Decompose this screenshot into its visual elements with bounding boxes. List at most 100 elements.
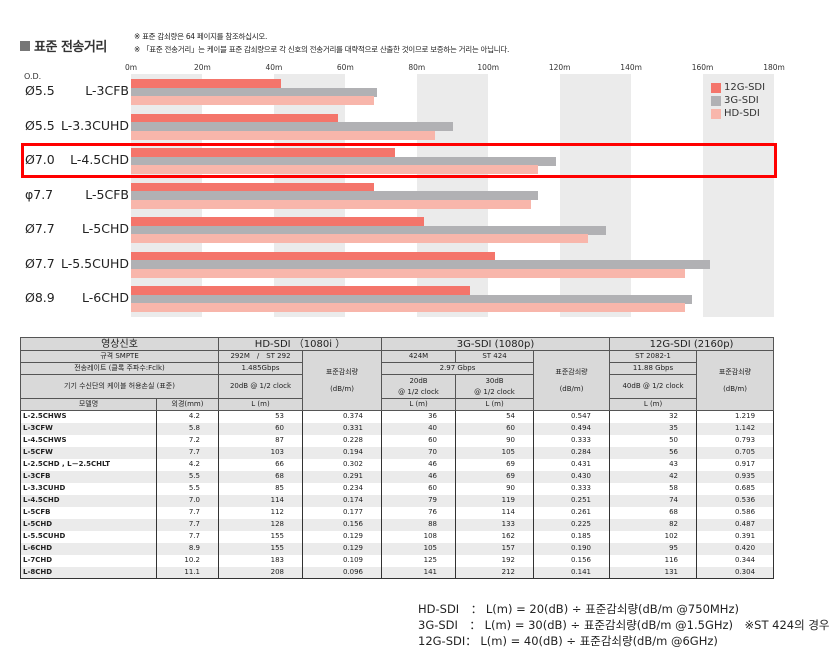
header-rate: 전송레이트 (클록 주파수:Fclk)	[20, 362, 219, 375]
value-cell: 0.156	[533, 554, 611, 567]
value-cell: 42	[609, 470, 698, 483]
cable-label: L-3CFB	[85, 83, 129, 98]
cable-label: L-4.5CHD	[70, 152, 129, 167]
value-cell: 0.333	[533, 434, 611, 447]
note-2: ※ 「표준 전송거리」는 케이블 표준 감쇠량으로 각 신호의 전송거리를 대략…	[134, 45, 510, 54]
value-cell: 0.141	[533, 566, 611, 579]
bar-hd-sdi-l-4.5chd	[131, 165, 539, 175]
legend-label: 3G-SDI	[724, 95, 759, 106]
x-tick-label: 0m	[124, 63, 138, 72]
value-cell: 212	[455, 566, 535, 579]
value-cell: 1.219	[696, 410, 775, 423]
legend-item: HD-SDI	[711, 108, 760, 119]
value-cell: 0.261	[533, 506, 611, 519]
value-cell: 90	[455, 434, 535, 447]
bar-12g-sdi-l-5.5cuhd	[131, 251, 496, 261]
table-row: L-5CHD 7.7 128 0.156 88 133 0.225 82 0.487	[20, 518, 775, 531]
value-cell: 7.2	[156, 434, 219, 447]
value-cell: 87	[218, 434, 303, 447]
section-title: 표준 전송거리	[20, 36, 107, 55]
value-cell: 0.234	[301, 482, 383, 495]
value-cell: 0.304	[696, 566, 775, 579]
model-cell: L-8CHD	[20, 566, 157, 579]
value-cell: 82	[609, 518, 698, 531]
bar-12g-sdi-l-5chd	[131, 217, 424, 226]
value-cell: 7.7	[156, 518, 219, 531]
value-cell: 32	[609, 410, 698, 423]
value-cell: 60	[218, 422, 303, 435]
3g-loss-a: 20dB @ 1/2 clock	[381, 374, 457, 399]
highlight-box	[21, 143, 777, 178]
table-row: L-3.3CUHD 5.5 85 0.234 60 90 0.333 58 0.685	[20, 482, 775, 495]
value-cell: 0.333	[533, 482, 611, 495]
value-cell: 43	[609, 458, 698, 471]
bar-3g-sdi-l-3.3cuhd	[131, 122, 453, 132]
value-cell: 0.291	[301, 470, 383, 483]
value-cell: 0.194	[301, 446, 383, 459]
value-cell: 46	[381, 470, 457, 483]
value-cell: 0.420	[696, 542, 775, 555]
x-tick-label: 100m	[477, 63, 500, 72]
legend-item: 3G-SDI	[711, 95, 759, 106]
value-cell: 10.2	[156, 554, 219, 567]
value-cell: 35	[609, 422, 698, 435]
12g-rate: 11.88 Gbps	[609, 362, 698, 375]
model-cell: L-4.5CHD	[20, 494, 157, 507]
att-label: 표준감쇠량	[555, 367, 588, 376]
bar-3g-sdi-l-5.5cuhd	[131, 260, 710, 270]
table-row: L-4.5CHD 7.0 114 0.174 79 119 0.251 74 0.536	[20, 494, 775, 507]
legend-label: 12G-SDI	[724, 82, 766, 93]
value-cell: 5.5	[156, 470, 219, 483]
value-cell: 162	[455, 530, 535, 543]
3g-loss-b: 30dB @ 1/2 clock	[455, 374, 535, 399]
value-cell: 40	[381, 422, 457, 435]
loss-clock: @ 1/2 clock	[398, 387, 439, 396]
model-cell: L-5CHD	[20, 518, 157, 531]
att-unit: (dB/m)	[330, 384, 354, 393]
legend-item: 12G-SDI	[711, 82, 765, 93]
value-cell: 133	[455, 518, 535, 531]
square-bullet-icon	[20, 41, 30, 51]
od-label: Ø5.5	[25, 117, 55, 133]
x-tick-label: 180m	[763, 63, 785, 72]
value-cell: 60	[455, 422, 535, 435]
bar-3g-sdi-l-3cfb	[131, 87, 378, 97]
value-cell: 60	[381, 482, 457, 495]
att-label: 표준감쇠량	[325, 367, 359, 376]
value-cell: 0.225	[533, 518, 611, 531]
12g-length-header: L (m)	[609, 398, 698, 411]
value-cell: 0.793	[696, 434, 775, 447]
bar-hd-sdi-l-3cfb	[131, 96, 374, 106]
value-cell: 0.431	[533, 458, 611, 471]
bar-hd-sdi-l-5cfb	[131, 199, 532, 209]
bar-12g-sdi-l-3cfb	[131, 79, 282, 88]
value-cell: 0.174	[301, 494, 383, 507]
x-tick-label: 160m	[691, 63, 714, 72]
model-cell: L-4.5CHWS	[20, 434, 157, 447]
table-row: L-4.5CHWS 7.2 87 0.228 60 90 0.333 50 0.793	[20, 434, 775, 447]
value-cell: 0.284	[533, 446, 611, 459]
value-cell: 141	[381, 566, 457, 579]
value-cell: 208	[218, 566, 303, 579]
od-label: Ø7.7	[25, 221, 55, 236]
header-3g-sdi: 3G-SDI (1080p)	[381, 337, 611, 351]
loss-db: 30dB	[485, 376, 504, 385]
value-cell: 112	[218, 506, 303, 519]
od-label: Ø8.9	[25, 290, 55, 305]
x-tick-label: 120m	[548, 63, 571, 72]
x-tick-label: 80m	[408, 63, 426, 72]
value-cell: 69	[455, 470, 535, 483]
header-model: 모델명	[20, 398, 157, 411]
value-cell: 0.129	[301, 542, 383, 555]
hd-rate: 1.485Gbps	[218, 362, 303, 375]
value-cell: 56	[609, 446, 698, 459]
header-12g-sdi: 12G-SDI (2160p)	[609, 337, 775, 351]
value-cell: 79	[381, 494, 457, 507]
3g-length-b-header: L (m)	[455, 398, 535, 411]
hd-attenuation-header: 표준감쇠량 (dB/m)	[301, 350, 383, 411]
value-cell: 108	[381, 530, 457, 543]
bar-3g-sdi-l-5chd	[131, 225, 607, 235]
value-cell: 0.251	[533, 494, 611, 507]
model-cell: L-3.3CUHD	[20, 482, 157, 495]
legend-swatch-icon	[711, 82, 721, 93]
